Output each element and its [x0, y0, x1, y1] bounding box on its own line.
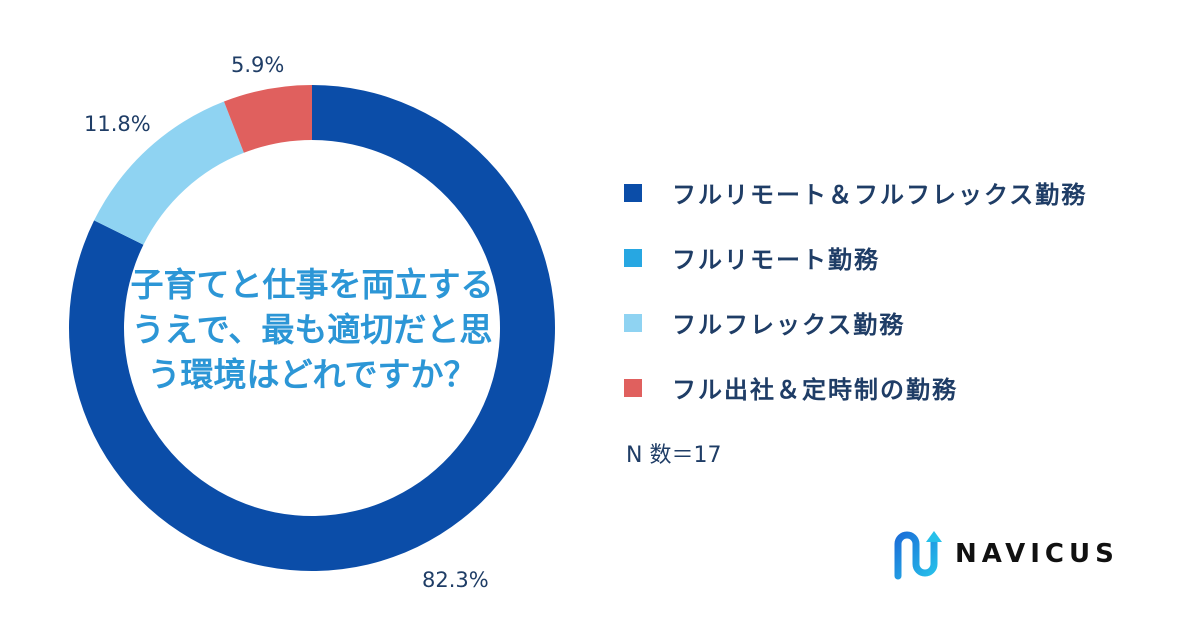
slice-office-fixed-hours — [223, 85, 312, 153]
legend-label: フルリモート＆フルフレックス勤務 — [672, 181, 1088, 209]
chart-title: 子育てと仕事を両立する うえで、最も適切だと思 う環境はどれですか？ — [130, 265, 494, 394]
slice-label-full-remote-full-flex: 82.3% — [422, 568, 489, 592]
brand-name: NAVICUS — [955, 539, 1119, 569]
legend-label: フルフレックス勤務 — [672, 311, 906, 339]
brand-logo: NAVICUS — [893, 528, 1119, 580]
navicus-logo-icon — [894, 531, 942, 580]
slice-label-office-fixed-hours: 5.9% — [231, 53, 285, 77]
chart-legend: フルリモート＆フルフレックス勤務 フルリモート勤務 フルフレックス勤務 フル出社… — [624, 160, 1184, 420]
donut-chart — [68, 85, 555, 572]
legend-swatch — [624, 378, 642, 397]
legend-swatch — [624, 248, 642, 267]
legend-item-office-fixed-hours: フル出社＆定時制の勤務 — [624, 355, 1184, 420]
legend-swatch — [624, 313, 642, 332]
legend-item-full-remote-full-flex: フルリモート＆フルフレックス勤務 — [624, 160, 1184, 225]
legend-label: フル出社＆定時制の勤務 — [672, 376, 958, 404]
legend-item-full-flex: フルフレックス勤務 — [624, 290, 1184, 355]
slice-full-flex — [94, 101, 244, 245]
sample-size: N 数＝17 — [626, 443, 722, 468]
legend-swatch — [624, 183, 642, 202]
legend-item-full-remote: フルリモート勤務 — [624, 225, 1184, 290]
slice-label-full-flex: 11.8% — [84, 112, 151, 136]
legend-label: フルリモート勤務 — [672, 246, 880, 274]
